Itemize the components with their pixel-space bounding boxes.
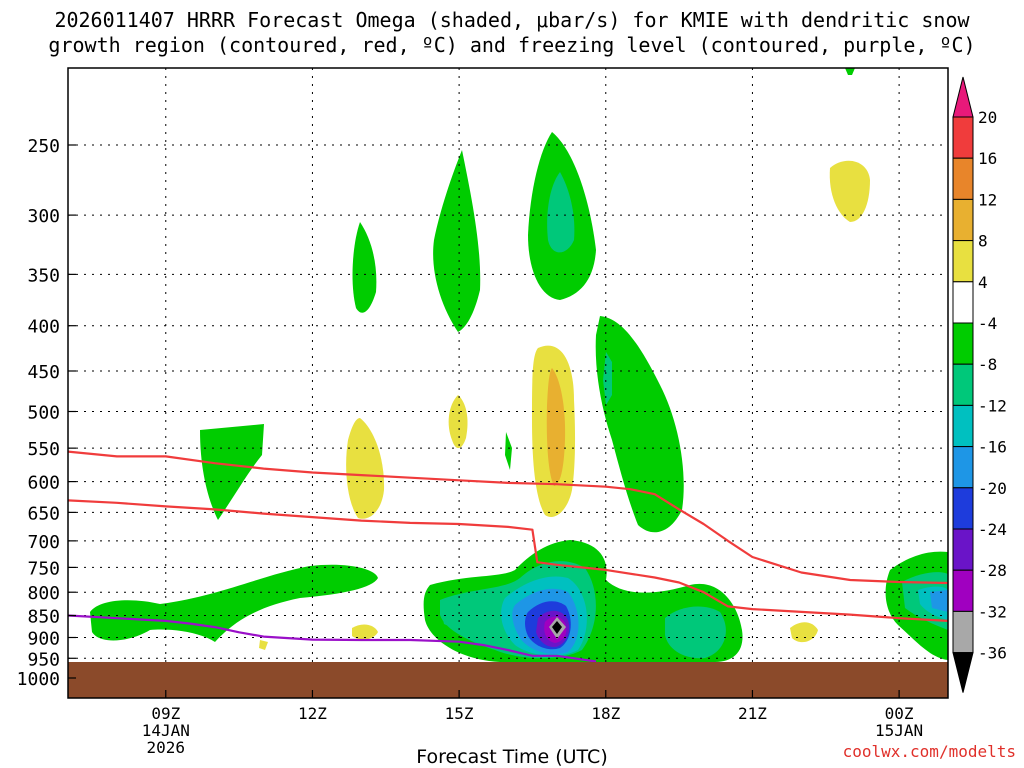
x-tick-date: 15JAN bbox=[875, 721, 923, 740]
y-tick-label: 800 bbox=[27, 583, 60, 604]
omega-region bbox=[930, 590, 948, 612]
omega-region bbox=[665, 606, 726, 659]
x-tick-year: 2026 bbox=[147, 738, 186, 757]
colorbar-bin bbox=[952, 116, 974, 159]
x-tick-date: 14JAN bbox=[142, 721, 190, 740]
omega-region bbox=[603, 352, 612, 405]
contour-line bbox=[68, 450, 948, 585]
y-tick-label: 700 bbox=[27, 532, 60, 553]
colorbar-label: -32 bbox=[978, 602, 1007, 621]
y-tick-label: 550 bbox=[27, 439, 60, 460]
colorbar-label: -8 bbox=[978, 355, 997, 374]
omega-region bbox=[90, 564, 378, 642]
y-tick-label: 350 bbox=[27, 265, 60, 286]
colorbar-label: -28 bbox=[978, 561, 1007, 580]
x-tick-label: 18Z bbox=[591, 704, 620, 723]
x-tick-label: 09Z bbox=[151, 704, 180, 723]
omega-region bbox=[200, 424, 264, 520]
x-tick-label: 15Z bbox=[445, 704, 474, 723]
credit-text: coolwx.com/modelts bbox=[842, 742, 1016, 761]
colorbar-bin bbox=[952, 446, 974, 489]
colorbar-bin bbox=[952, 322, 974, 365]
colorbar-bin bbox=[952, 198, 974, 242]
y-tick-label: 250 bbox=[27, 136, 60, 157]
colorbar-bottom-arrow bbox=[952, 652, 974, 693]
colorbar-label: 12 bbox=[978, 190, 997, 209]
omega-region bbox=[346, 418, 385, 519]
ground-layer bbox=[68, 662, 948, 698]
colorbar-bin bbox=[952, 487, 974, 530]
colorbar-label: 4 bbox=[978, 273, 988, 292]
y-tick-label: 400 bbox=[27, 317, 60, 338]
colorbar-bin bbox=[952, 157, 974, 200]
y-tick-label: 1000 bbox=[17, 669, 60, 690]
colorbar-label: 20 bbox=[978, 108, 997, 127]
x-tick-label: 00Z bbox=[885, 704, 914, 723]
colorbar-label: 8 bbox=[978, 232, 988, 251]
colorbar-bin bbox=[952, 404, 974, 448]
contour-line bbox=[68, 499, 948, 622]
x-tick-label: 12Z bbox=[298, 704, 327, 723]
omega-region bbox=[259, 640, 268, 650]
y-tick-label: 850 bbox=[27, 607, 60, 628]
colorbar-bin bbox=[952, 528, 974, 571]
omega-region bbox=[433, 150, 481, 332]
colorbar-bin bbox=[952, 363, 974, 406]
colorbar-label: 16 bbox=[978, 149, 997, 168]
y-tick-label: 900 bbox=[27, 628, 60, 649]
omega-region bbox=[448, 395, 468, 449]
colorbar-top-arrow bbox=[952, 76, 974, 118]
y-axis: 2503003504004505005506006507007508008509… bbox=[17, 136, 76, 690]
colorbar-bin bbox=[952, 240, 974, 283]
y-tick-label: 750 bbox=[27, 558, 60, 579]
colorbar-label: -16 bbox=[978, 438, 1007, 457]
chart-title-line1: 2026011407 HRRR Forecast Omega (shaded, … bbox=[54, 8, 970, 32]
omega-region bbox=[552, 621, 562, 634]
colorbar-label: -36 bbox=[978, 644, 1007, 663]
omega-region bbox=[845, 68, 855, 75]
grid-lines bbox=[68, 68, 948, 679]
omega-region bbox=[595, 316, 684, 533]
colorbar-label: -12 bbox=[978, 396, 1007, 415]
omega-region bbox=[352, 222, 377, 313]
x-axis-title: Forecast Time (UTC) bbox=[416, 746, 608, 768]
omega-region bbox=[440, 603, 478, 627]
y-tick-label: 600 bbox=[27, 473, 60, 494]
y-tick-label: 950 bbox=[27, 649, 60, 670]
omega-region bbox=[547, 172, 575, 253]
y-tick-label: 450 bbox=[27, 362, 60, 383]
colorbar-label: -4 bbox=[978, 314, 997, 333]
contour-line bbox=[68, 614, 597, 663]
chart-title-line2: growth region (contoured, red, ºC) and f… bbox=[48, 33, 976, 57]
omega-region bbox=[505, 432, 512, 470]
omega-region bbox=[829, 160, 870, 222]
omega-region bbox=[790, 622, 818, 643]
y-tick-label: 650 bbox=[27, 503, 60, 524]
plot-frame bbox=[67, 67, 949, 699]
isotherm-contours bbox=[68, 450, 948, 663]
y-tick-label: 300 bbox=[27, 206, 60, 227]
colorbar-bin bbox=[952, 569, 974, 612]
colorbar-label: -24 bbox=[978, 520, 1007, 539]
colorbar: 20 16 12 8 4 -4 -8 -12 -16 -20 -24 -28 -32 -36 bbox=[952, 76, 1007, 693]
x-tick-label: 21Z bbox=[738, 704, 767, 723]
colorbar-bin bbox=[952, 281, 974, 324]
colorbar-bin bbox=[952, 610, 974, 654]
colorbar-label: -20 bbox=[978, 479, 1007, 498]
y-tick-label: 500 bbox=[27, 403, 60, 424]
omega-region bbox=[352, 624, 378, 640]
omega-shading bbox=[90, 68, 948, 662]
omega-region bbox=[546, 368, 566, 486]
